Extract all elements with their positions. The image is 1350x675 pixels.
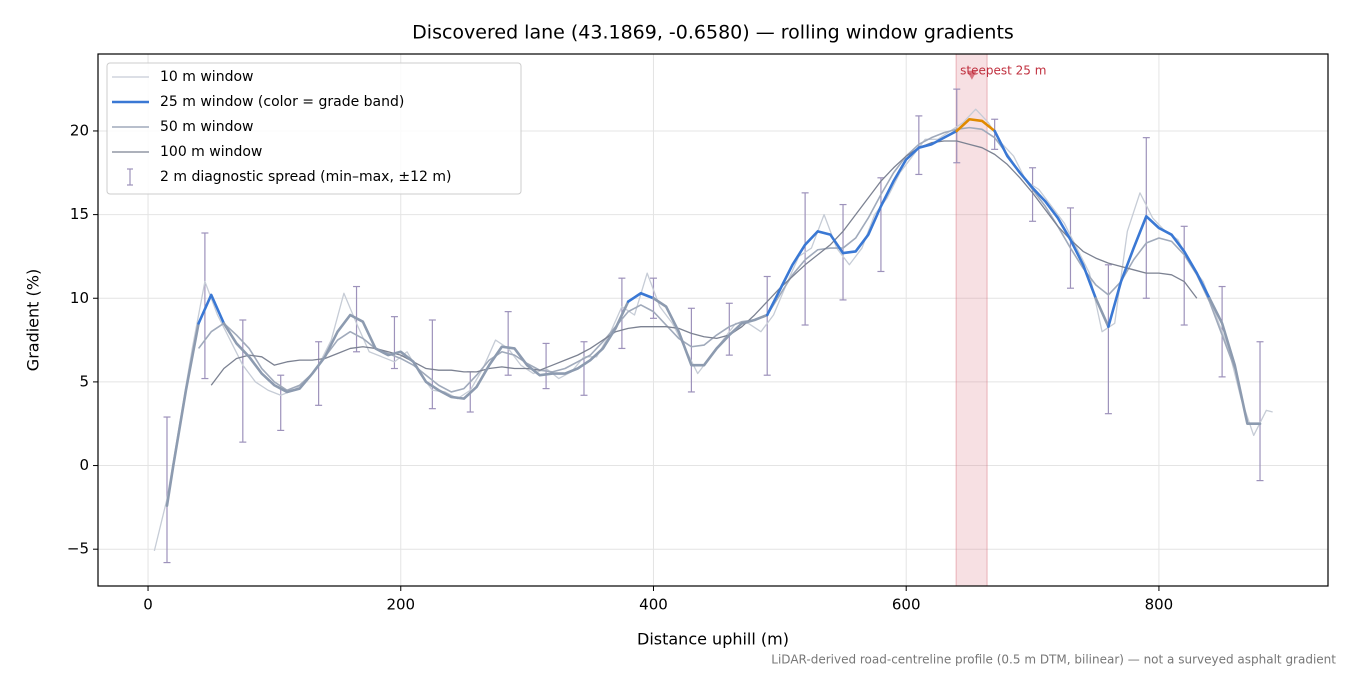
x-tick-label: 800 xyxy=(1145,596,1174,614)
highlight-marker xyxy=(966,70,977,80)
y-tick-label: 5 xyxy=(79,372,89,390)
plot-area xyxy=(153,88,1273,564)
series-line-segment xyxy=(993,129,1098,300)
series-line-segment xyxy=(165,322,200,507)
x-tick-label: 200 xyxy=(386,596,415,614)
legend-label: 100 m window xyxy=(160,144,262,160)
x-tick-label: 600 xyxy=(892,596,921,614)
series-line-segment xyxy=(1208,296,1262,426)
y-tick-label: 15 xyxy=(70,205,89,223)
chart-title: Discovered lane (43.1869, -0.6580) — rol… xyxy=(412,22,1014,44)
series-line-segment xyxy=(222,300,630,400)
y-tick-label: −5 xyxy=(67,540,89,558)
footnote: LiDAR-derived road-centreline profile (0… xyxy=(771,653,1336,667)
x-tick-label: 0 xyxy=(143,596,153,614)
series-line-segment xyxy=(1107,214,1211,328)
x-axis-label: Distance uphill (m) xyxy=(637,630,789,649)
series-line-segment xyxy=(652,296,769,367)
y-axis-label: Gradient (%) xyxy=(24,269,43,371)
legend-label: 25 m window (color = grade band) xyxy=(160,94,404,110)
highlight-label: steepest 25 m xyxy=(960,64,1046,78)
plot-frame xyxy=(97,53,1329,587)
y-tick-label: 0 xyxy=(79,456,89,474)
series-line-segment xyxy=(765,129,959,317)
y-tick-label: 10 xyxy=(70,289,89,307)
legend-label: 10 m window xyxy=(160,69,253,85)
y-tick-label: 20 xyxy=(70,121,89,139)
series-line-segment xyxy=(955,117,996,133)
highlight-span xyxy=(955,53,988,587)
legend-label: 2 m diagnostic spread (min–max, ±12 m) xyxy=(160,169,451,185)
legend-box xyxy=(106,62,522,195)
series-line-segment xyxy=(1094,296,1110,328)
series-line-segment xyxy=(626,291,655,303)
legend-label: 50 m window xyxy=(160,119,253,135)
x-tick-label: 400 xyxy=(639,596,668,614)
series-line-segment xyxy=(197,293,226,325)
series-line xyxy=(197,126,1236,393)
